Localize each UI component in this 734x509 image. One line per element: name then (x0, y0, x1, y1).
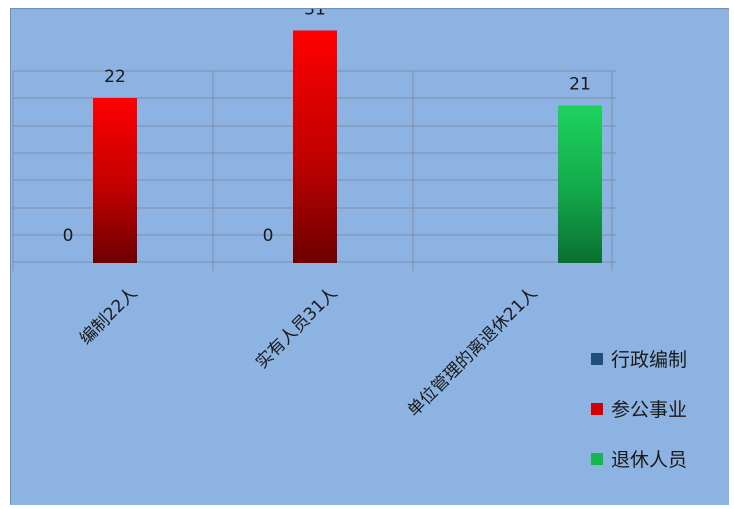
bar-2-2 (293, 30, 337, 263)
data-label: 0 (263, 226, 274, 246)
category-label: 单位管理的离退休21人 (404, 283, 542, 421)
data-labels: 0 22 0 31 21 (63, 9, 591, 246)
data-label: 22 (104, 67, 126, 87)
data-label: 21 (569, 75, 591, 95)
category-label: 编制22人 (76, 283, 142, 349)
legend-swatch (591, 403, 603, 415)
bar-chart: 0 22 0 31 21 编制22人 实有人员31人 单位管理的离退休21人 行政编制参公事… (12, 9, 687, 471)
category-labels: 编制22人 实有人员31人 单位管理的离退休21人 (76, 283, 542, 421)
legend-swatch (591, 353, 603, 365)
data-label: 0 (63, 226, 74, 246)
category-label: 实有人员31人 (252, 283, 342, 373)
legend-swatch (591, 453, 603, 465)
legend-label: 行政编制 (611, 349, 687, 371)
bars (93, 30, 602, 263)
chart-area: 0 22 0 31 21 编制22人 实有人员31人 单位管理的离退休21人 行政编制参公事… (10, 8, 729, 505)
legend-label: 参公事业 (611, 399, 687, 421)
bar-2-1 (93, 98, 137, 263)
legend-label: 退休人员 (611, 449, 687, 471)
data-label: 31 (304, 9, 326, 20)
bar-3-3 (558, 105, 602, 263)
